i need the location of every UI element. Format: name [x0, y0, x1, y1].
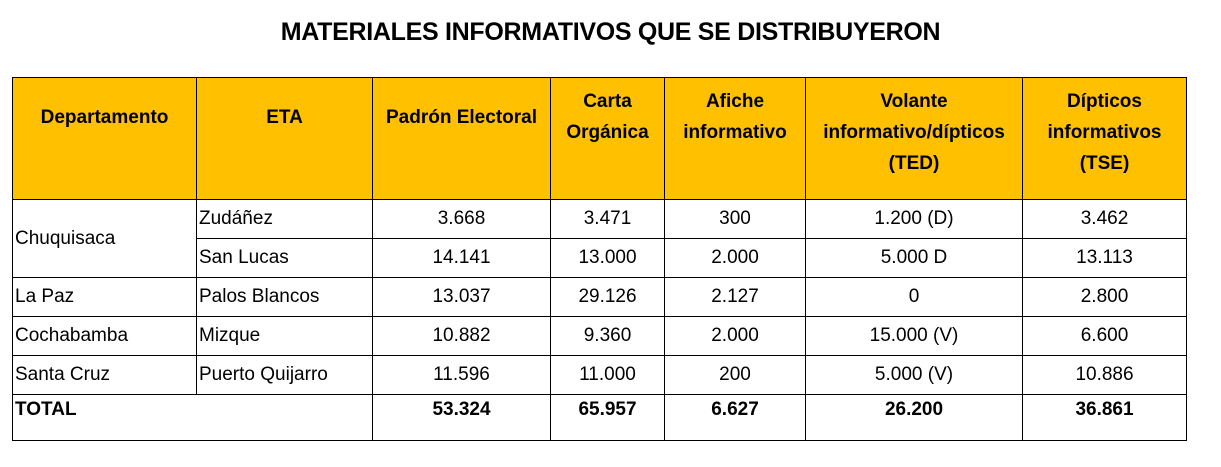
cell-padron: 14.141 — [372, 238, 551, 278]
table-row: Cochabamba Mizque 10.882 9.360 2.000 15.… — [12, 316, 1187, 356]
cell-departamento: Chuquisaca — [12, 199, 197, 278]
cell-carta: 29.126 — [550, 277, 665, 317]
total-label: TOTAL — [12, 394, 373, 441]
table-row: Chuquisaca Zudáñez 3.668 3.471 300 1.200… — [12, 199, 1187, 278]
cell-dipticos: 10.886 — [1022, 355, 1187, 395]
cell-eta: Palos Blancos — [196, 277, 373, 317]
cell-carta: 13.000 — [550, 238, 665, 278]
col-header-padron: Padrón Electoral — [372, 77, 551, 200]
total-row: TOTAL 53.324 65.957 6.627 26.200 36.861 — [12, 394, 1187, 441]
cell-volante: 1.200 (D) — [805, 199, 1023, 239]
total-carta: 65.957 — [550, 394, 665, 441]
table-row: La Paz Palos Blancos 13.037 29.126 2.127… — [12, 277, 1187, 317]
cell-dipticos: 6.600 — [1022, 316, 1187, 356]
col-header-afiche: Afiche informativo — [664, 77, 806, 200]
total-dipticos: 36.861 — [1022, 394, 1187, 441]
cell-eta: Puerto Quijarro — [196, 355, 373, 395]
cell-padron: 11.596 — [372, 355, 551, 395]
col-header-carta: Carta Orgánica — [550, 77, 665, 200]
cell-carta: 11.000 — [550, 355, 665, 395]
cell-eta: Zudáñez — [196, 199, 373, 239]
cell-departamento: La Paz — [12, 277, 197, 317]
cell-afiche: 300 — [664, 199, 806, 239]
cell-padron: 3.668 — [372, 199, 551, 239]
total-volante: 26.200 — [805, 394, 1023, 441]
table-row: San Lucas 14.141 13.000 2.000 5.000 D 13… — [13, 238, 1187, 278]
cell-padron: 10.882 — [372, 316, 551, 356]
cell-eta: Mizque — [196, 316, 373, 356]
col-header-volante: Volante informativo/dípticos (TED) — [805, 77, 1023, 200]
cell-dipticos: 2.800 — [1022, 277, 1187, 317]
cell-padron: 13.037 — [372, 277, 551, 317]
cell-afiche: 2.000 — [664, 316, 806, 356]
col-header-departamento: Departamento — [12, 77, 197, 200]
cell-afiche: 2.000 — [664, 238, 806, 278]
cell-afiche: 2.127 — [664, 277, 806, 317]
cell-eta: San Lucas — [196, 238, 373, 278]
col-header-eta: ETA — [196, 77, 373, 200]
page-title: MATERIALES INFORMATIVOS QUE SE DISTRIBUY… — [280, 18, 941, 46]
cell-volante: 5.000 (V) — [805, 355, 1023, 395]
cell-dipticos: 13.113 — [1022, 238, 1187, 278]
cell-carta: 3.471 — [550, 199, 665, 239]
total-padron: 53.324 — [372, 394, 551, 441]
cell-departamento: Santa Cruz — [12, 355, 197, 395]
total-afiche: 6.627 — [664, 394, 806, 441]
cell-dipticos: 3.462 — [1022, 199, 1187, 239]
cell-volante: 0 — [805, 277, 1023, 317]
header-row: Departamento ETA Padrón Electoral Carta … — [12, 77, 1187, 200]
cell-carta: 9.360 — [550, 316, 665, 356]
col-header-dipticos: Dípticos informativos (TSE) — [1022, 77, 1187, 200]
cell-departamento: Cochabamba — [12, 316, 197, 356]
cell-volante: 5.000 D — [805, 238, 1023, 278]
cell-afiche: 200 — [664, 355, 806, 395]
cell-volante: 15.000 (V) — [805, 316, 1023, 356]
materials-table: Departamento ETA Padrón Electoral Carta … — [12, 77, 1187, 441]
table-row: Santa Cruz Puerto Quijarro 11.596 11.000… — [12, 355, 1187, 395]
